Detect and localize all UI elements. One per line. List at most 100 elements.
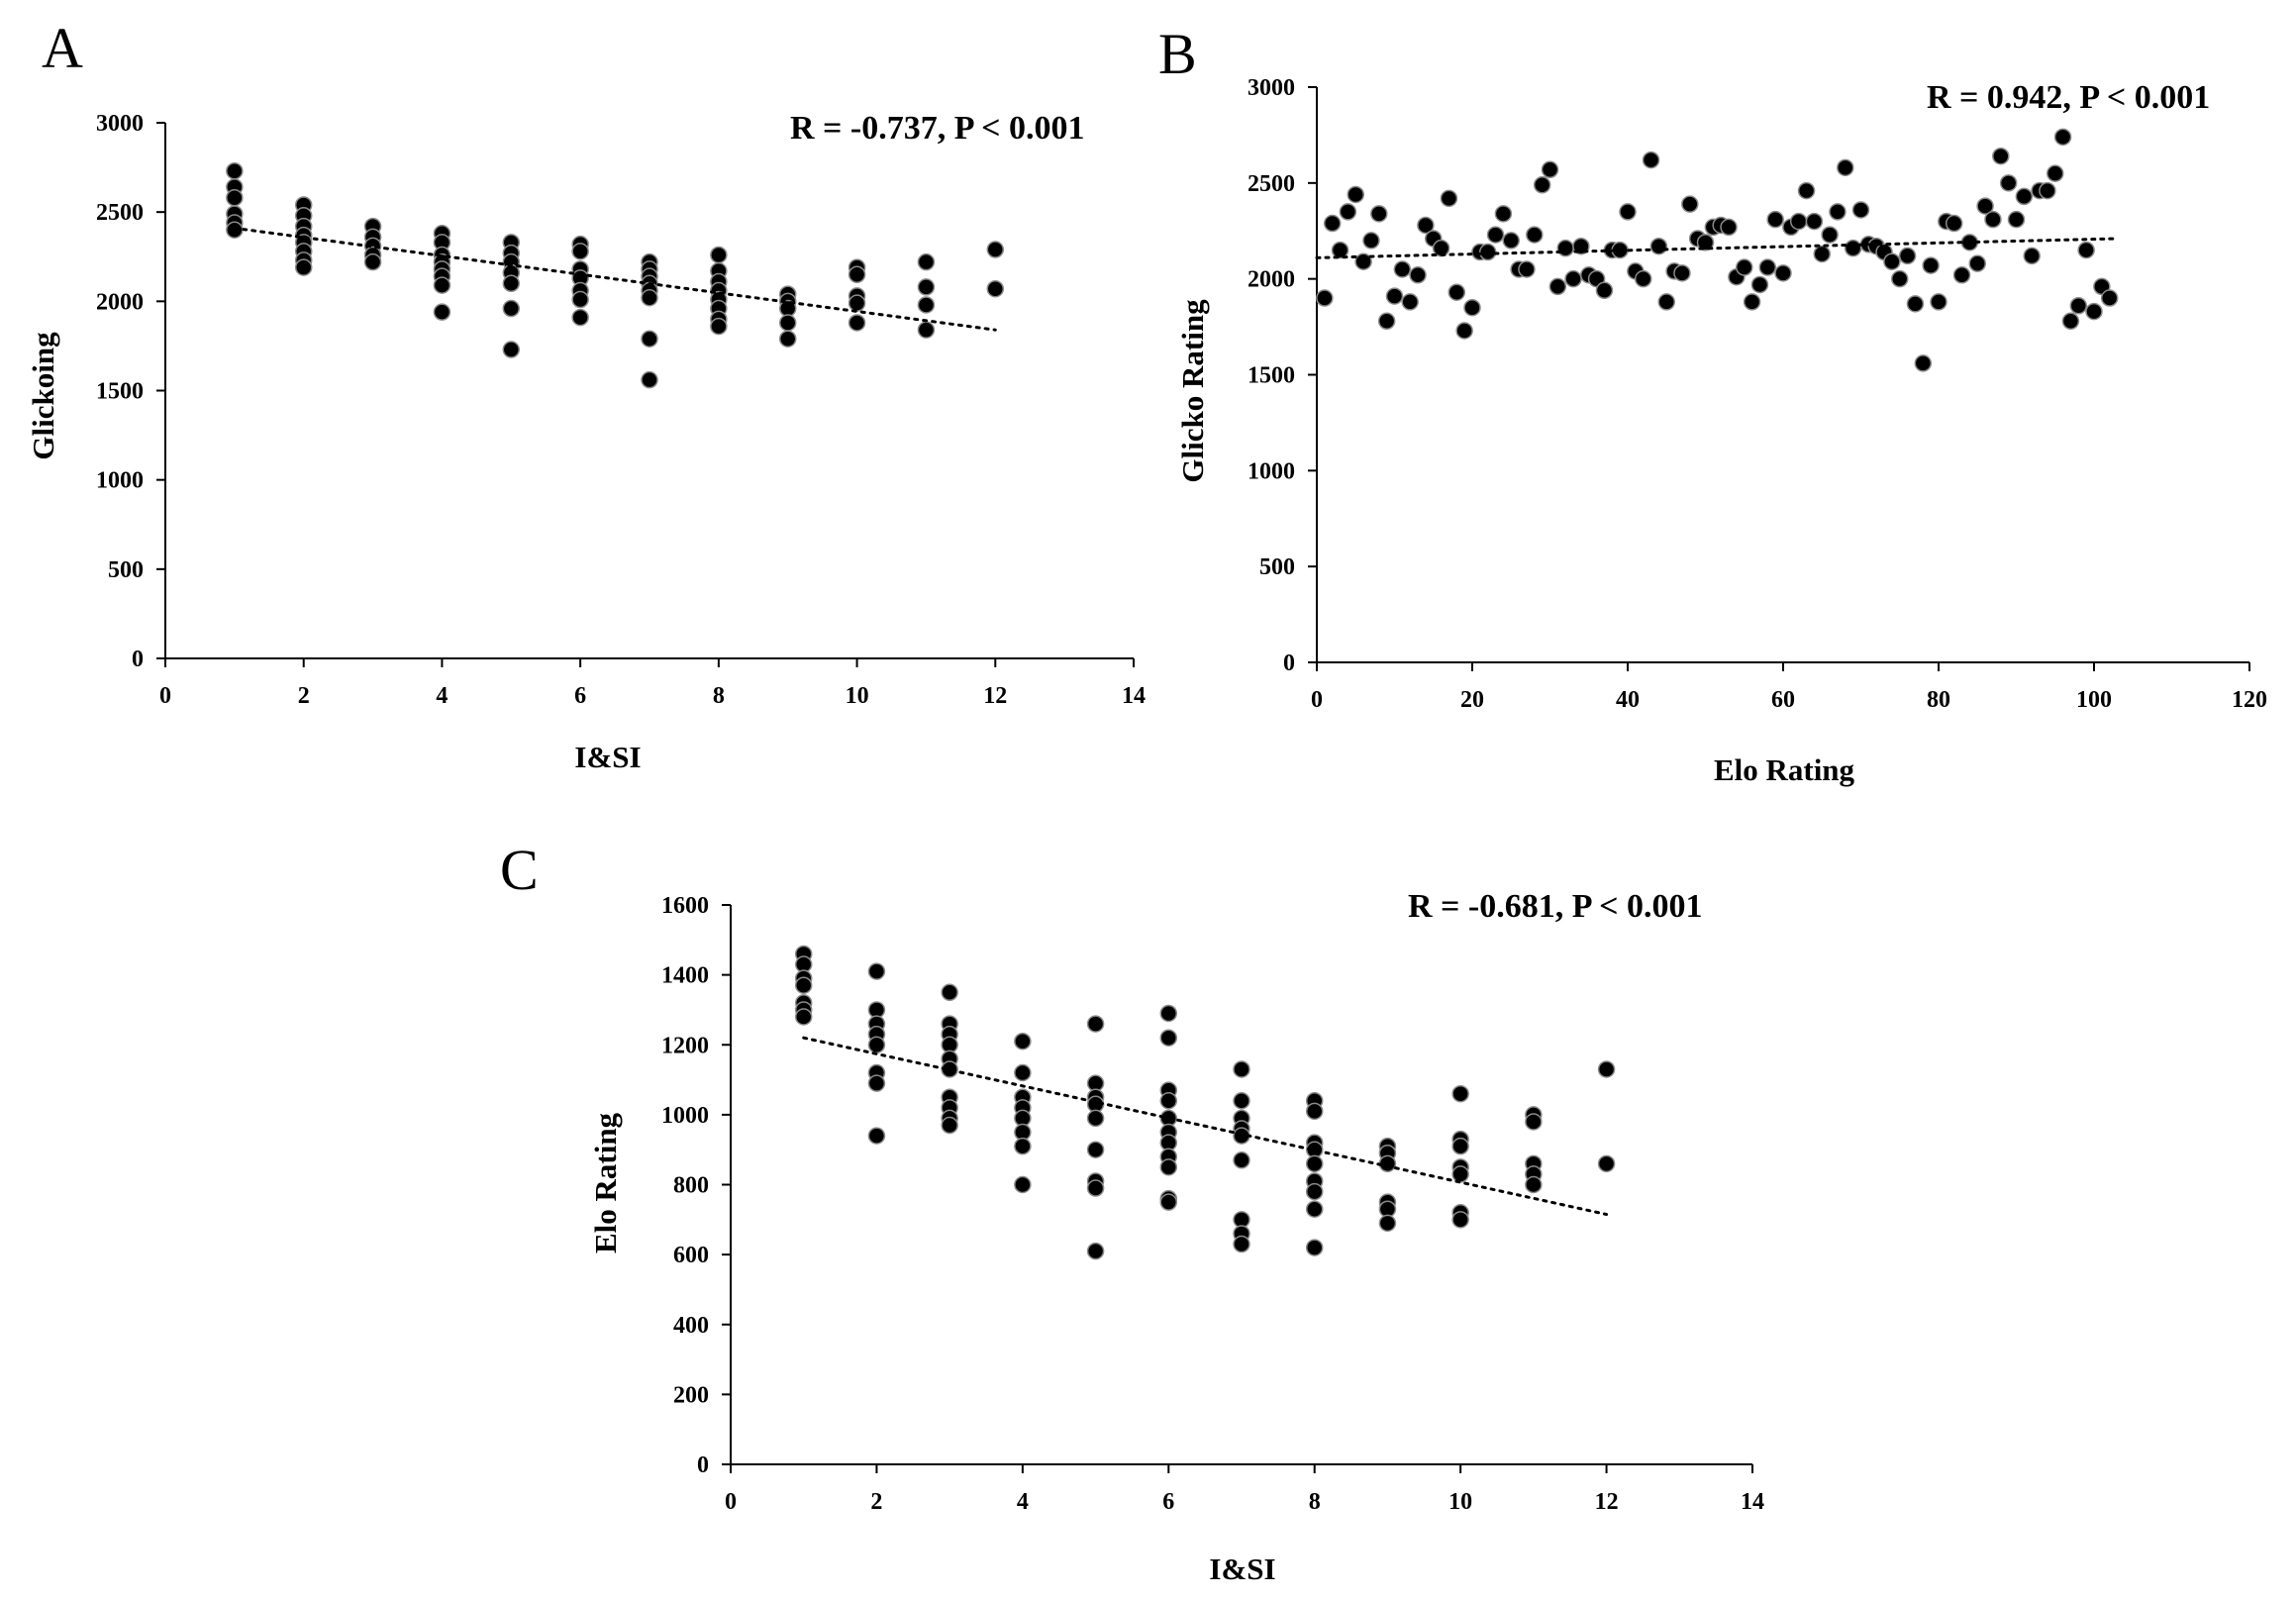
panel-c-letter: C: [500, 838, 539, 902]
panel-b-data-point: [1681, 195, 1699, 213]
panel-b-data-point: [1362, 232, 1380, 250]
panel-b-data-point: [1393, 260, 1412, 278]
panel-b-data-point: [1789, 212, 1808, 231]
panel-b-data-point: [1952, 266, 1971, 284]
panel-c-data-point: [1086, 1179, 1105, 1197]
panel-b-data-point: [1417, 216, 1435, 235]
panel-c-data-point: [1014, 1032, 1032, 1051]
panel-b-data-point: [1463, 298, 1481, 317]
x-tick-label: 120: [2232, 687, 2267, 713]
x-tick-label: 12: [983, 683, 1007, 709]
panel-c-data-point: [1305, 1102, 1324, 1121]
panel-b-data-point: [1478, 243, 1497, 261]
panel-a-data-point: [710, 246, 728, 264]
panel-b-data-point: [1844, 239, 1862, 257]
x-tick-label: 2: [870, 1489, 882, 1515]
panel-a-data-point: [848, 265, 866, 284]
panel-c-x-axis-title: I&SI: [1209, 1551, 1275, 1586]
x-tick-label: 100: [2076, 687, 2112, 713]
panel-b-data-point: [1331, 241, 1349, 259]
panel-b-data-point: [1339, 203, 1357, 221]
panel-a-data-point: [917, 321, 936, 339]
panel-c-data-point: [1159, 1029, 1178, 1047]
panel-c-data-point: [794, 976, 813, 994]
panel-c-data-point: [1597, 1060, 1616, 1078]
panel-a-data-point: [226, 188, 244, 207]
panel-a-data-point: [502, 274, 521, 293]
panel-b-data-point: [1829, 203, 1847, 221]
y-tick-label: 0: [1283, 650, 1295, 676]
panel-b-data-point: [2007, 210, 2026, 229]
x-tick-label: 4: [436, 683, 448, 709]
panel-c-data-point: [1305, 1239, 1324, 1256]
panel-c-data-point: [1597, 1154, 1616, 1173]
panel-b-data-point: [1533, 176, 1551, 194]
panel-a-data-point: [641, 288, 658, 307]
y-tick-label: 1500: [1248, 363, 1295, 389]
panel-a-y-axis-title: Glickoing: [26, 332, 60, 460]
panel-b-data-point: [1766, 210, 1784, 229]
panel-b-data-point: [1898, 247, 1917, 265]
panel-a-correlation: R = -0.737, P < 0.001: [790, 110, 1085, 147]
panel-a-data-point: [502, 341, 521, 358]
y-tick-label: 1000: [1248, 458, 1295, 484]
x-tick-label: 10: [846, 683, 869, 709]
panel-b-data-point: [1323, 214, 1342, 233]
panel-a-data-point: [710, 317, 728, 336]
panel-c-data-point: [1378, 1214, 1397, 1233]
y-tick-label: 400: [673, 1313, 709, 1339]
panel-b-data-point: [1370, 205, 1388, 223]
panel-c-data-point: [1233, 1235, 1250, 1253]
panel-b-data-point: [2069, 297, 2088, 315]
panel-a-data-point: [294, 258, 313, 276]
panel-c-data-point: [1159, 1092, 1178, 1110]
panel-c-correlation: R = -0.681, P < 0.001: [1408, 888, 1703, 925]
panel-b-data-point: [1502, 232, 1520, 250]
x-tick-label: 8: [1309, 1489, 1321, 1515]
y-tick-label: 200: [673, 1382, 709, 1408]
panel-b-data-point: [1377, 312, 1396, 331]
panel-c-data-point: [867, 1036, 886, 1053]
panel-a-data-point: [917, 278, 936, 296]
x-tick-label: 6: [574, 683, 586, 709]
panel-b-data-point: [1999, 174, 2018, 192]
panel-c: C R = -0.681, P < 0.001 I&SI Elo Rating …: [500, 838, 1764, 1586]
panel-b-data-point: [1556, 239, 1574, 257]
panel-c-data-point: [794, 1008, 813, 1026]
panel-b-data-point: [1797, 181, 1816, 200]
panel-b-data-point: [1736, 258, 1753, 276]
panel-c-data-point: [1086, 1109, 1105, 1128]
panel-c-data-point: [1305, 1182, 1324, 1201]
panel-b-data-point: [1486, 226, 1505, 244]
panel-c-data-point: [1086, 1015, 1105, 1033]
panel-b-data-point: [1634, 269, 1652, 288]
panel-b-data-point: [1564, 269, 1582, 288]
panel-a: A R = -0.737, P < 0.001 I&SI Glickoing 0…: [26, 16, 1146, 774]
y-tick-label: 2500: [96, 200, 144, 226]
panel-c-data-point: [1014, 1137, 1032, 1155]
panel-c-data-point: [867, 1127, 886, 1145]
y-tick-label: 500: [1259, 554, 1295, 580]
panel-b-data-point: [1968, 254, 1986, 272]
panel-b-data-point: [1851, 201, 1870, 219]
panel-a-letter: A: [42, 16, 83, 80]
x-tick-label: 12: [1595, 1489, 1619, 1515]
panel-a-data-point: [433, 303, 451, 321]
panel-a-data-point: [917, 252, 936, 271]
panel-a-data-point: [502, 299, 521, 318]
panel-a-data-point: [226, 221, 244, 239]
panel-b-data-point: [1619, 203, 1637, 221]
panel-c-data-point: [1233, 1092, 1250, 1110]
panel-b-data-point: [1401, 293, 1419, 311]
panel-c-data-point: [1014, 1175, 1032, 1194]
panel-b-data-point: [2085, 302, 2103, 321]
panel-c-data-point: [1159, 1193, 1178, 1211]
panel-b-data-point: [1673, 264, 1691, 282]
panel-c-data-point: [1378, 1154, 1397, 1173]
panel-c-data-point: [1525, 1113, 1543, 1131]
panel-c-data-point: [867, 962, 886, 980]
panel-b-y-axis-title: Glicko Rating: [1175, 299, 1210, 483]
x-tick-label: 2: [298, 683, 310, 709]
panel-b-data-point: [1649, 237, 1668, 255]
panel-b-data-point: [1494, 205, 1513, 223]
